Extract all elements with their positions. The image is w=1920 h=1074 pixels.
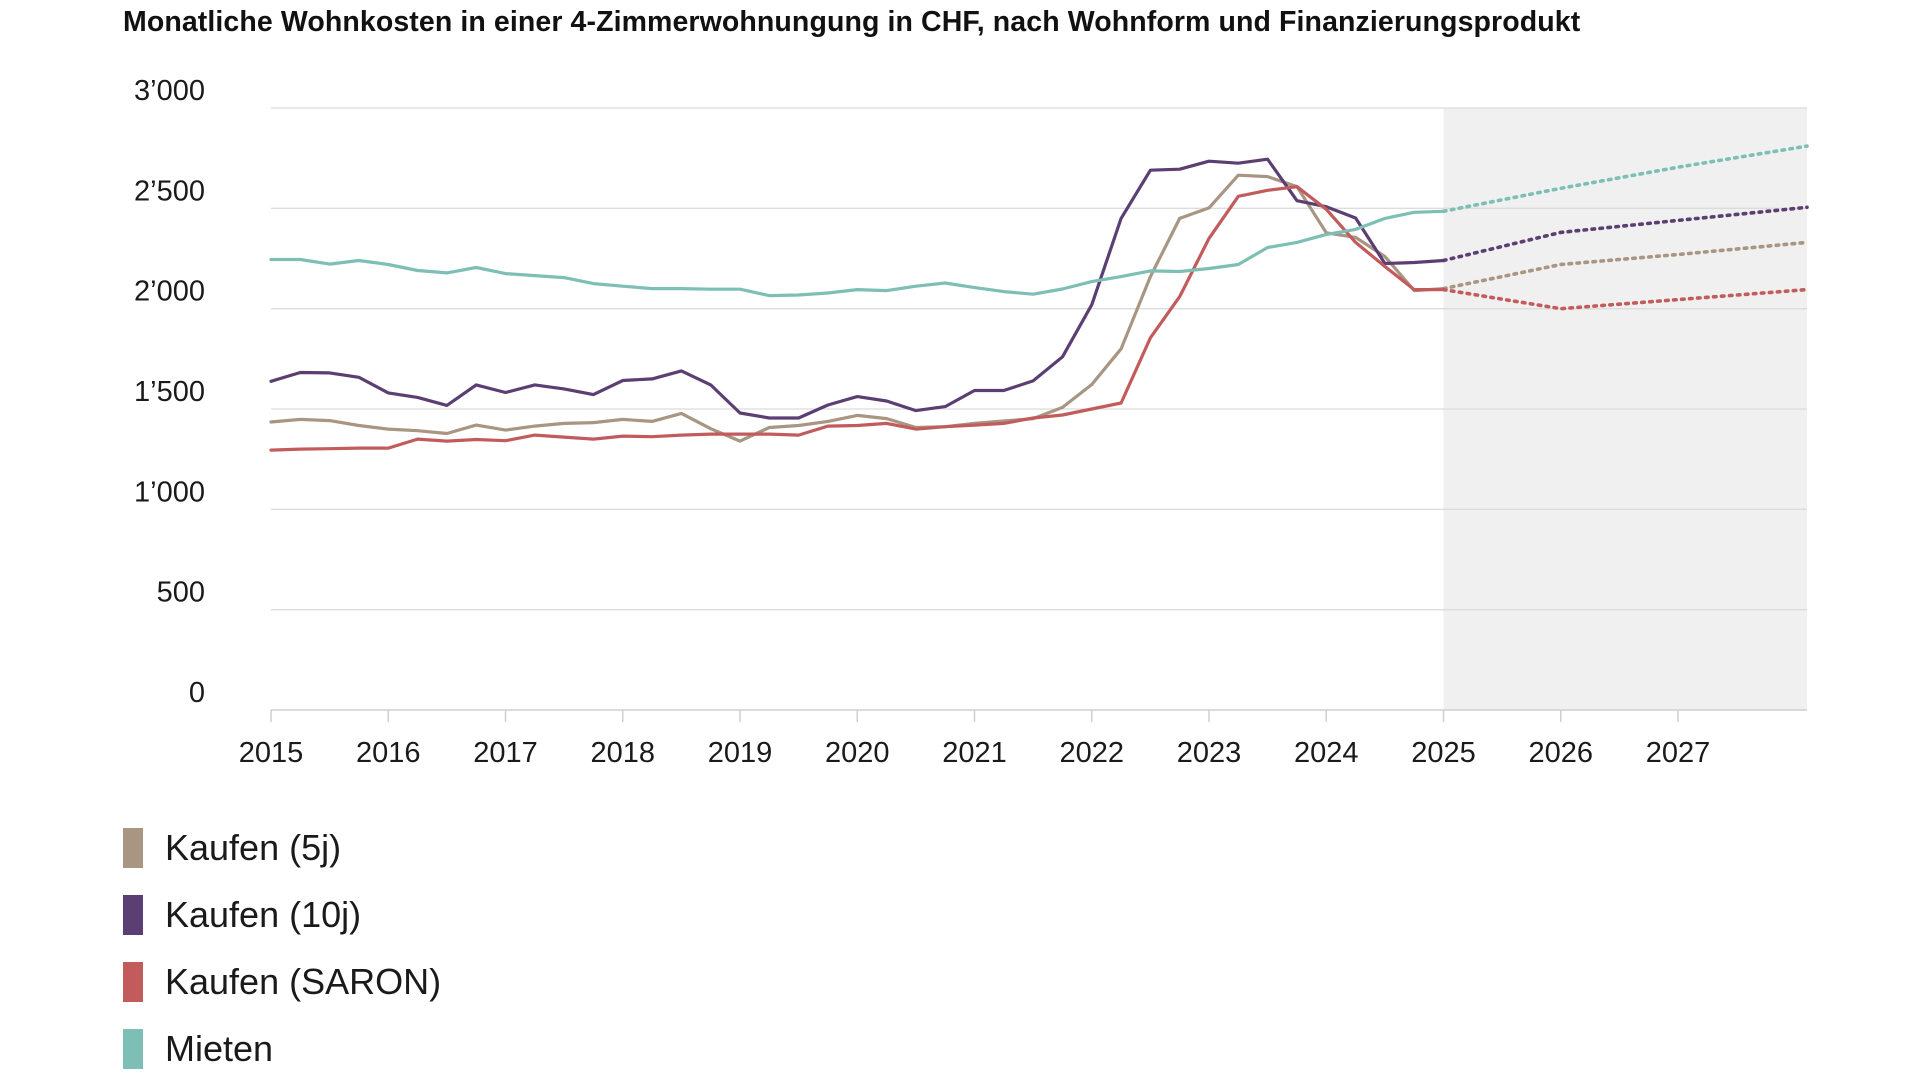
legend-swatch [123, 962, 143, 1002]
x-tick-label: 2015 [239, 737, 304, 769]
legend-label: Kaufen (10j) [165, 894, 362, 935]
legend-swatch [123, 895, 143, 935]
x-tick-label: 2016 [356, 737, 421, 769]
x-tick-label: 2024 [1294, 737, 1359, 769]
y-tick-label: 1’500 [134, 376, 205, 408]
plot-area: 0 500 1’000 1’500 2’000 2’500 3’000 2015 2016 201… [134, 75, 1809, 769]
y-tick-label: 500 [157, 577, 205, 609]
y-tick-label: 2’000 [134, 276, 205, 308]
legend-item: Kaufen (5j) [123, 827, 441, 868]
y-tick-label: 1’000 [134, 476, 205, 508]
x-tick-label: 2020 [825, 737, 890, 769]
y-tick-label: 0 [189, 677, 205, 709]
x-tick-label: 2017 [473, 737, 538, 769]
series-line [269, 157, 1446, 420]
legend-label: Kaufen (5j) [165, 827, 342, 868]
x-tick-label: 2026 [1529, 737, 1594, 769]
series-forecast-line [1441, 287, 1809, 311]
series-forecast-line [1441, 240, 1809, 291]
tick-labels-layer: 0 500 1’000 1’500 2’000 2’500 3’000 2015 2016 201… [134, 75, 1710, 769]
x-tick-label: 2018 [590, 737, 655, 769]
gridlines-layer [271, 107, 1807, 611]
x-tick-label: 2023 [1177, 737, 1242, 769]
series-forecast-line [1441, 205, 1809, 263]
legend-item: Kaufen (SARON) [123, 961, 442, 1002]
y-tick-label: 2’500 [134, 175, 205, 207]
series-line [269, 173, 1446, 443]
x-tick-label: 2021 [942, 737, 1007, 769]
legend-swatch [123, 828, 143, 868]
x-axis-layer [270, 709, 1807, 722]
legend-item: Kaufen (10j) [123, 894, 441, 935]
x-tick-label: 2027 [1646, 737, 1711, 769]
legend-label: Kaufen (SARON) [165, 961, 442, 1002]
legend-swatch [123, 1029, 143, 1069]
x-tick-label: 2019 [708, 737, 773, 769]
series-line [269, 209, 1446, 298]
series-forecast-line [1441, 144, 1809, 214]
series-line [269, 185, 1446, 452]
y-tick-label: 3’000 [134, 75, 205, 107]
legend-item: Mieten [123, 1028, 441, 1069]
x-tick-label: 2022 [1060, 737, 1125, 769]
x-tick-label: 2025 [1411, 737, 1476, 769]
legend-label: Mieten [165, 1028, 274, 1069]
chart-title: Monatliche Wohnkosten in einer 4-Zimmerw… [123, 6, 1581, 38]
series-layer [269, 144, 1809, 452]
legend: Kaufen (5j) Kaufen (10j) Kaufen (SARON) … [123, 827, 442, 1074]
